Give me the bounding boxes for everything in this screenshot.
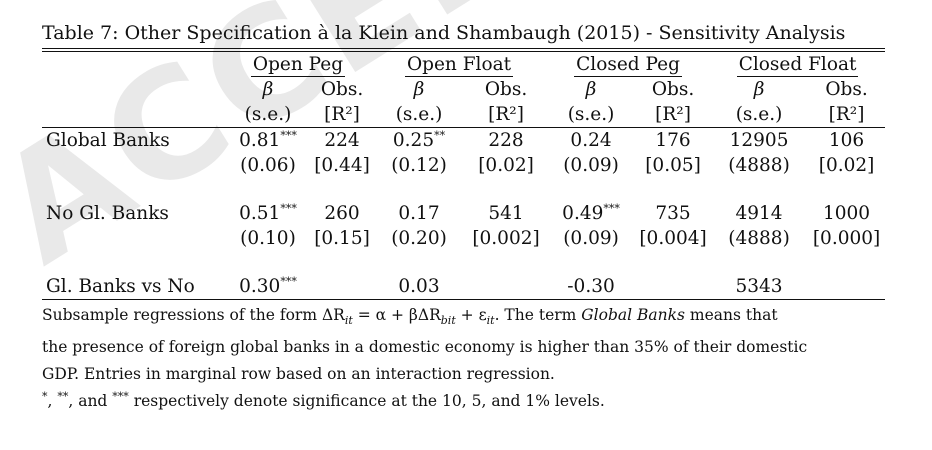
cell: 0.30*** [224, 274, 312, 300]
header-beta: β [585, 79, 597, 100]
cell: [0.05] [645, 155, 701, 176]
cell: (0.10) [240, 228, 296, 249]
header-obs: Obs. [651, 79, 695, 100]
cell: 228 [488, 130, 524, 151]
cell: 224 [324, 130, 360, 151]
cell: -0.30 [546, 274, 637, 300]
cell: 5343 [710, 274, 809, 300]
header-obs: Obs. [320, 79, 364, 100]
subheader-row-1: β Obs. β Obs. β Obs. β Obs. [42, 77, 885, 102]
header-se: (s.e.) [546, 102, 637, 128]
cell [466, 274, 547, 300]
cell: [0.000] [812, 228, 881, 249]
group-closed-float: Closed Float [736, 54, 859, 77]
header-r2: [R²] [636, 102, 711, 128]
row-label: Gl. Banks vs No [42, 274, 224, 300]
row-no-global-banks-se: (0.10) [0.15] (0.20) [0.002] (0.09) [0.0… [42, 226, 885, 251]
subheader-row-2: (s.e.) [R²] (s.e.) [R²] (s.e.) [R²] (s.e… [42, 102, 886, 128]
header-obs: Obs. [484, 79, 528, 100]
cell: [0.02] [818, 155, 875, 176]
note-term: Global Banks [581, 306, 685, 324]
header-obs: Obs. [825, 79, 868, 100]
header-beta: β [262, 79, 274, 100]
top-rule [42, 48, 885, 49]
results-table: Open Peg Open Float Closed Peg Closed Fl… [42, 52, 886, 300]
cell: 4914 [735, 203, 783, 224]
header-r2: [R²] [808, 102, 886, 128]
cell: (4888) [728, 228, 790, 249]
cell: 1000 [823, 203, 871, 224]
table-notes: Subsample regressions of the form ΔRit =… [42, 302, 885, 415]
cell: [0.002] [472, 228, 540, 249]
top-rule-thin [42, 51, 885, 52]
cell: [0.44] [314, 155, 370, 176]
cell [312, 274, 373, 300]
group-open-float: Open Float [404, 54, 514, 77]
note-line-3: GDP. Entries in marginal row based on an… [42, 365, 555, 384]
group-open-peg: Open Peg [250, 54, 346, 77]
cell: (0.06) [240, 155, 296, 176]
header-se: (s.e.) [710, 102, 809, 128]
header-se: (s.e.) [224, 102, 312, 128]
spacer-row [42, 178, 885, 201]
header-se: (s.e.) [372, 102, 467, 128]
cell: 12905 [729, 130, 789, 151]
cell: [0.004] [639, 228, 707, 249]
cell: 0.03 [372, 274, 467, 300]
row-global-banks: Global Banks 0.81*** 224 0.25** 228 0.24… [42, 128, 885, 154]
table-caption: Table 7: Other Specification à la Klein … [42, 22, 846, 44]
cell [636, 274, 711, 300]
spacer-row [42, 251, 885, 274]
header-r2: [R²] [466, 102, 547, 128]
cell: (0.20) [391, 228, 447, 249]
cell: (0.09) [563, 228, 619, 249]
cell: 176 [655, 130, 691, 151]
cell: (0.09) [563, 155, 619, 176]
note-line-4: *, **, and *** respectively denote signi… [42, 389, 605, 411]
cell: 0.24 [570, 130, 612, 151]
group-closed-peg: Closed Peg [574, 54, 682, 77]
row-difference: Gl. Banks vs No 0.30*** 0.03 -0.30 5343 [42, 274, 886, 300]
row-label: No Gl. Banks [46, 203, 169, 224]
note-line-1: Subsample regressions of the form ΔRit =… [42, 306, 778, 328]
cell: 0.25** [392, 128, 446, 151]
group-header-row: Open Peg Open Float Closed Peg Closed Fl… [42, 52, 885, 77]
cell: 106 [828, 130, 865, 151]
header-r2: [R²] [312, 102, 373, 128]
cell: (0.12) [391, 155, 447, 176]
cell: [0.02] [478, 155, 534, 176]
table-container: Table 7: Other Specification à la Klein … [42, 18, 886, 415]
cell: 0.81*** [239, 128, 297, 151]
header-beta: β [413, 79, 425, 100]
cell: 541 [488, 203, 524, 224]
row-label: Global Banks [46, 130, 170, 151]
cell: 0.51*** [239, 201, 297, 224]
note-line-2: the presence of foreign global banks in … [42, 338, 808, 357]
cell: 735 [655, 203, 691, 224]
cell: [0.15] [314, 228, 370, 249]
cell: 0.17 [398, 203, 440, 224]
row-no-global-banks: No Gl. Banks 0.51*** 260 0.17 541 0.49**… [42, 201, 885, 226]
cell: 260 [324, 203, 360, 224]
cell [808, 274, 886, 300]
cell: (4888) [728, 155, 790, 176]
header-beta: β [753, 79, 765, 100]
cell: 0.49*** [562, 201, 620, 224]
row-global-banks-se: (0.06) [0.44] (0.12) [0.02] (0.09) [0.05… [42, 153, 885, 178]
